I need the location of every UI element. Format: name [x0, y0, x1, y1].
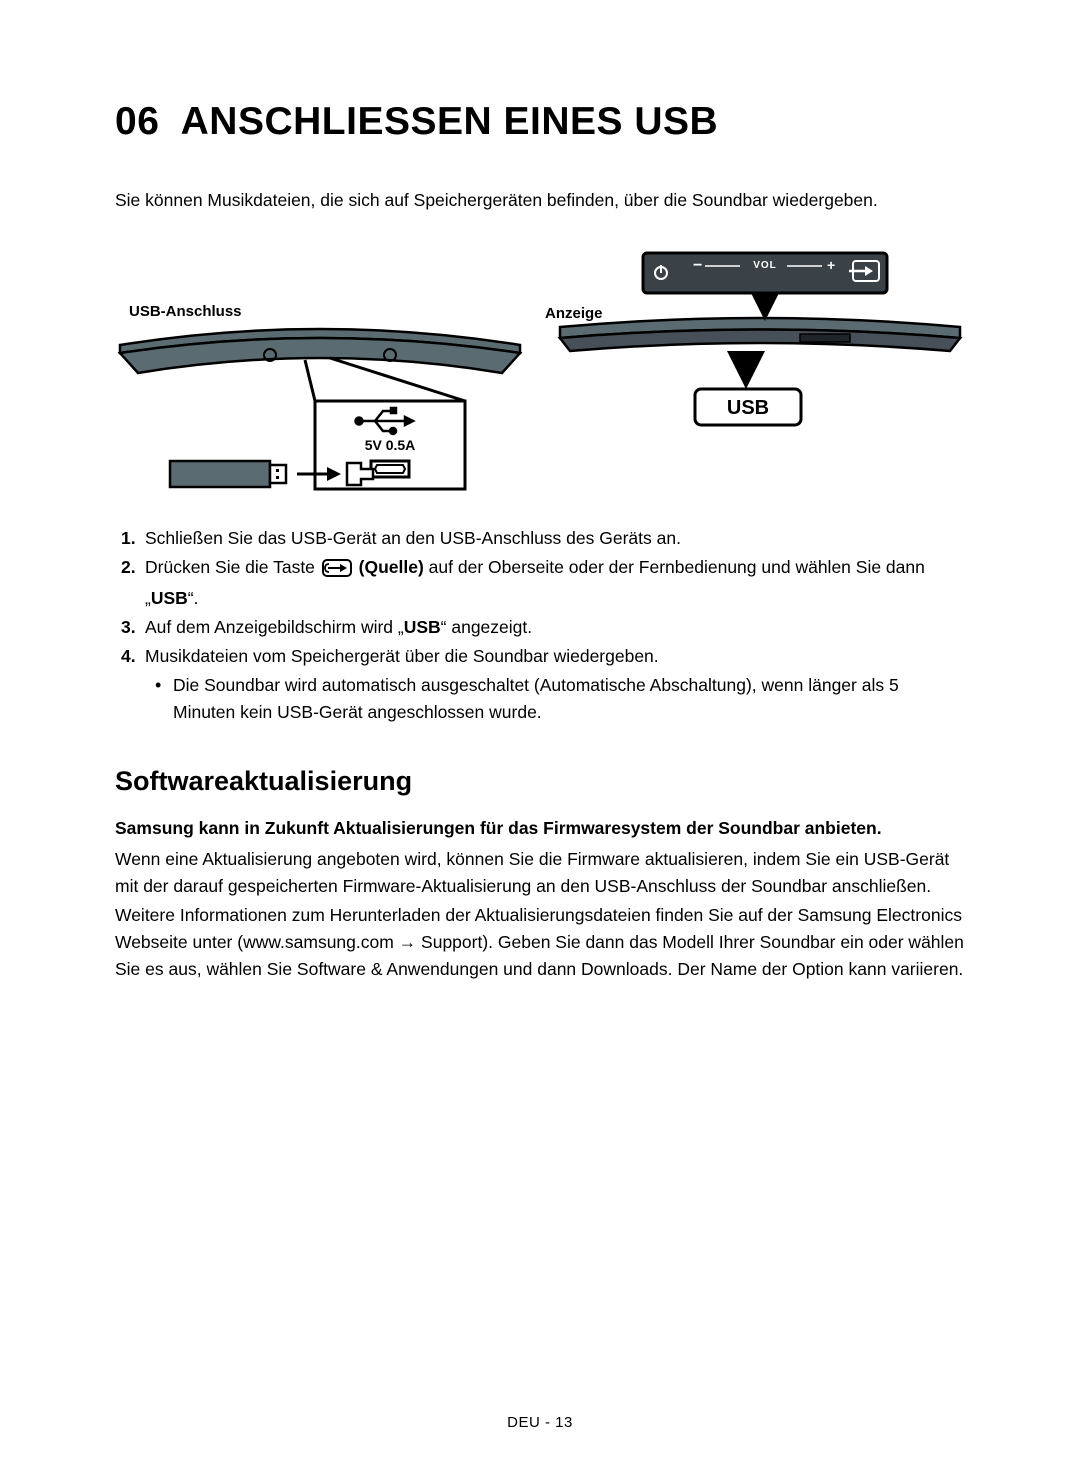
section-software-update-heading: Softwareaktualisierung [115, 766, 965, 797]
usb-port-svg: 5V 0.5A [115, 243, 525, 503]
step-2: Drücken Sie die Taste (Quelle) auf der O… [115, 554, 965, 612]
label-usb-port: USB-Anschluss [129, 303, 242, 320]
usb-badge-text: USB [727, 397, 769, 419]
software-update-bold: Samsung kann in Zukunft Aktualisierungen… [115, 815, 965, 841]
software-update-p2: Weitere Informationen zum Herunterladen … [115, 902, 965, 983]
svg-text:+: + [827, 257, 835, 273]
step-4: Musikdateien vom Speichergerät über die … [115, 643, 965, 726]
chapter-heading: ANSCHLIESSEN EINES USB [181, 100, 719, 143]
chapter-title: 06 ANSCHLIESSEN EINES USB [115, 100, 965, 144]
vol-label: VOL [753, 260, 777, 271]
step-1: Schließen Sie das USB-Gerät an den USB-A… [115, 525, 965, 552]
chapter-number: 06 [115, 100, 159, 143]
step-4-sublist: Die Soundbar wird automatisch ausgeschal… [145, 672, 965, 726]
step-3: Auf dem Anzeigebildschirm wird „USB“ ang… [115, 614, 965, 641]
usb-spec-text: 5V 0.5A [365, 437, 416, 453]
software-update-p1: Wenn eine Aktualisierung angeboten wird,… [115, 846, 965, 900]
instruction-list: Schließen Sie das USB-Gerät an den USB-A… [115, 525, 965, 727]
svg-text:−: − [693, 257, 702, 274]
label-display: Anzeige [545, 305, 603, 322]
diagram-display: Anzeige − VOL + [555, 243, 965, 443]
intro-paragraph: Sie können Musikdateien, die sich auf Sp… [115, 188, 965, 213]
page-footer: DEU - 13 [0, 1414, 1080, 1431]
source-icon [322, 558, 352, 585]
diagram-row: USB-Anschluss [115, 243, 965, 503]
display-svg: − VOL + USB [555, 243, 965, 443]
step-4-bullet: Die Soundbar wird automatisch ausgeschal… [145, 672, 965, 726]
diagram-usb-port: USB-Anschluss [115, 243, 525, 503]
